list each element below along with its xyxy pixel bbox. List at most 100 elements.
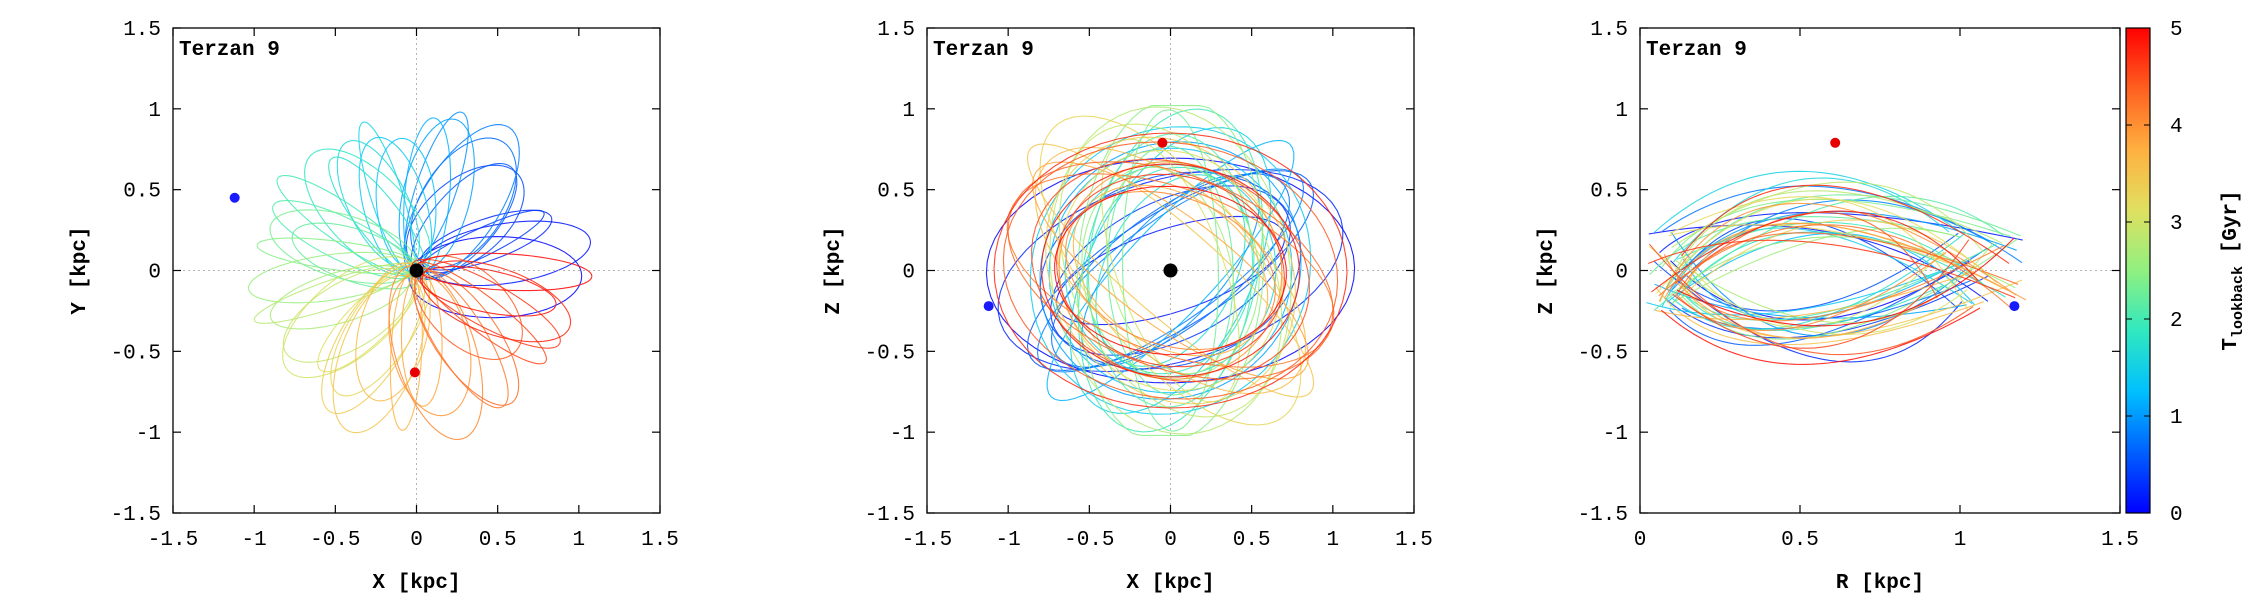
panel-xy: -1.5 -1 -0.5 0 0.5 1 1.5 -1.5 -1 -0.5 0 0.5 1 1.5 Ter… bbox=[69, 19, 679, 595]
orbit-line bbox=[276, 174, 415, 275]
orbit-line bbox=[1672, 239, 1970, 349]
panel-rz: 0 0.5 1 1.5 -1.5 -1 -0.5 0 0.5 1 1.5 Terzan 9 R [k… bbox=[1536, 19, 2139, 595]
orbit-line bbox=[1655, 286, 1984, 346]
colorbar-tick-label: 0 bbox=[2170, 504, 2183, 527]
orbit-line bbox=[404, 111, 469, 264]
orbit-line bbox=[1675, 252, 1947, 331]
y-tick-label: -0.5 bbox=[111, 342, 161, 365]
orbit-line bbox=[408, 236, 583, 319]
axis-ticks: -1.5 -1 -0.5 0 0.5 1 1.5 -1.5 -1 -0.5 0 0.5 1 1.5 bbox=[865, 19, 1433, 552]
present-marker bbox=[1157, 137, 1168, 148]
orbit-line bbox=[1679, 251, 1945, 329]
x-tick-label: 1 bbox=[1954, 529, 1967, 552]
x-tick-label: -0.5 bbox=[1064, 529, 1114, 552]
x-tick-label: -1 bbox=[242, 529, 267, 552]
orbit-line bbox=[1660, 307, 1981, 365]
orbit-line bbox=[1049, 106, 1292, 435]
orbit-line bbox=[330, 261, 432, 397]
colorbar-tick-label: 2 bbox=[2170, 310, 2183, 333]
orbit-line bbox=[1653, 170, 1963, 234]
orbit-line bbox=[1658, 202, 2017, 302]
y-tick-label: -1 bbox=[890, 423, 915, 446]
colorbar: 0 1 2 3 4 5 Tlookback [Gyr] bbox=[2125, 19, 2247, 527]
orbit-line bbox=[1670, 260, 1970, 321]
x-tick-label: -1.5 bbox=[148, 529, 198, 552]
panel-xz: -1.5 -1 -0.5 0 0.5 1 1.5 -1.5 -1 -0.5 0 0.5 1 1.5 Ter… bbox=[823, 19, 1433, 595]
orbit-line bbox=[1663, 245, 2004, 322]
orbit-line bbox=[1107, 145, 1234, 396]
colorbar-tick-label: 1 bbox=[2170, 407, 2183, 430]
x-tick-label: 1.5 bbox=[1395, 529, 1433, 552]
panel-title: Terzan 9 bbox=[933, 39, 1034, 62]
y-tick-label: 0 bbox=[148, 262, 161, 285]
colorbar-tick-label: 4 bbox=[2170, 116, 2183, 139]
orbit-line bbox=[1681, 184, 2010, 264]
colorbar-label-sub: lookback bbox=[2230, 266, 2247, 338]
orbit-line bbox=[414, 255, 523, 360]
x-tick-label: -1.5 bbox=[902, 529, 952, 552]
orbit-line bbox=[1669, 247, 1988, 346]
orbit-line bbox=[421, 260, 572, 343]
orbit-line bbox=[1002, 141, 1339, 400]
y-tick-label: -1 bbox=[1603, 423, 1628, 446]
x-axis-label: X [kpc] bbox=[1126, 572, 1214, 595]
orbit-line bbox=[411, 258, 561, 349]
x-axis-label: X [kpc] bbox=[372, 572, 460, 595]
y-tick-label: 1 bbox=[902, 100, 915, 123]
orbit-line bbox=[419, 266, 557, 317]
orbit-line bbox=[1648, 245, 1968, 335]
y-tick-label: 1.5 bbox=[877, 19, 915, 42]
orbit-line bbox=[332, 274, 426, 434]
orbit-line bbox=[1659, 212, 2023, 254]
y-tick-label: -0.5 bbox=[865, 342, 915, 365]
marker-group bbox=[1830, 137, 2020, 312]
orbit-line bbox=[388, 264, 484, 440]
orbit-line bbox=[1069, 127, 1272, 414]
orbit-line bbox=[1031, 158, 1310, 383]
orbit-line bbox=[1655, 270, 1975, 320]
y-tick-label: -1.5 bbox=[111, 504, 161, 527]
orbit-line bbox=[1671, 181, 1984, 253]
y-tick-label: -1 bbox=[136, 423, 161, 446]
y-tick-label: 0.5 bbox=[1590, 181, 1628, 204]
x-tick-label: 0 bbox=[1164, 529, 1177, 552]
present-marker bbox=[409, 367, 420, 378]
orbit-line bbox=[1045, 136, 1296, 405]
present-marker bbox=[1830, 137, 1841, 148]
colorbar-label: Tlookback [Gyr] bbox=[2220, 190, 2247, 350]
x-tick-label: 0.5 bbox=[479, 529, 517, 552]
x-tick-label: 0.5 bbox=[1233, 529, 1271, 552]
y-axis-label: Z [kpc] bbox=[823, 226, 846, 314]
orbit-line bbox=[1676, 281, 1940, 339]
center-marker bbox=[1163, 263, 1178, 278]
colorbar-tick-label: 3 bbox=[2170, 213, 2183, 236]
y-tick-label: 0.5 bbox=[877, 181, 915, 204]
x-tick-label: -0.5 bbox=[310, 529, 360, 552]
orbit-line bbox=[1656, 198, 1998, 294]
orbit-line bbox=[1647, 239, 2016, 299]
orbit-line bbox=[1664, 275, 1989, 339]
x-tick-label: 1 bbox=[573, 529, 586, 552]
orbit-line bbox=[1095, 174, 1246, 367]
orbit-line bbox=[1058, 149, 1283, 392]
orbit-line bbox=[1683, 285, 1943, 331]
marker-group bbox=[983, 137, 1178, 312]
start-marker bbox=[229, 192, 240, 203]
orbit-line bbox=[1676, 232, 2019, 295]
orbit-line bbox=[1651, 210, 1979, 293]
x-tick-label: 1 bbox=[1327, 529, 1340, 552]
orbit-line bbox=[1683, 219, 1985, 295]
orbit-line bbox=[1669, 231, 2006, 307]
y-axis-label: Y [kpc] bbox=[69, 226, 92, 314]
orbit-line bbox=[1054, 185, 1287, 356]
x-tick-label: -1 bbox=[996, 529, 1021, 552]
y-tick-label: 0 bbox=[1615, 262, 1628, 285]
orbit-line bbox=[1648, 243, 1974, 356]
orbit-line bbox=[1677, 221, 1985, 286]
panel-title: Terzan 9 bbox=[1646, 39, 1747, 62]
colorbar-tick-label: 5 bbox=[2170, 19, 2183, 42]
x-tick-label: 0.5 bbox=[1781, 529, 1819, 552]
y-tick-label: 1.5 bbox=[1590, 19, 1628, 42]
colorbar-label-main: T bbox=[2220, 338, 2243, 351]
